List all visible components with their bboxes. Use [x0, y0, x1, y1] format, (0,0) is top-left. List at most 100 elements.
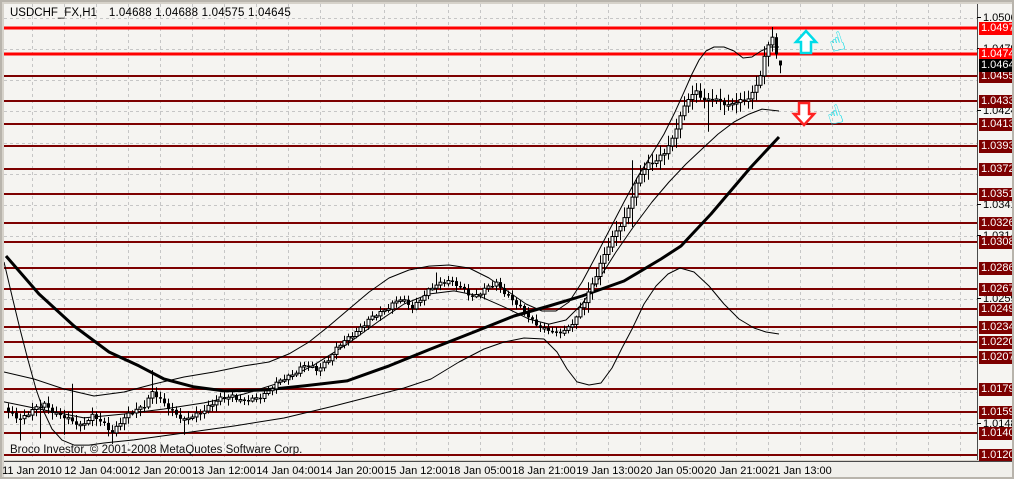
- candle: [478, 292, 483, 299]
- candle: [499, 277, 502, 293]
- candle: [426, 287, 431, 300]
- candle: [507, 290, 510, 298]
- candle: [711, 89, 714, 107]
- time-axis-label: 20 Jan 05:00: [640, 465, 704, 477]
- chart-area[interactable]: ☝ ☝ USDCHF_FX,H1 1.04688 1.04688 1.04575 1…: [4, 4, 977, 460]
- candle: [642, 162, 647, 183]
- candle: [235, 393, 238, 403]
- candle: [226, 394, 231, 406]
- candle: [282, 374, 287, 383]
- candle: [578, 302, 583, 319]
- time-axis-label: 18 Jan 05:00: [448, 465, 512, 477]
- candle: [346, 333, 351, 346]
- price-level-label: 1.04550: [979, 70, 1012, 83]
- time-axis-label: 14 Jan 20:00: [320, 465, 384, 477]
- candle: [523, 304, 526, 316]
- down-arrow-icon[interactable]: [791, 101, 817, 127]
- candle: [175, 406, 178, 418]
- candle: [134, 402, 139, 418]
- ohlc-values: 1.04688 1.04688 1.04575 1.04645: [108, 7, 291, 19]
- candle: [86, 418, 91, 426]
- candle: [699, 83, 702, 101]
- candle: [322, 359, 327, 372]
- candle: [594, 267, 599, 288]
- candle: [539, 322, 542, 332]
- candle: [779, 60, 782, 74]
- candle: [362, 321, 367, 333]
- candle: [714, 94, 719, 104]
- price-axis-tick-label: 1.03415: [977, 199, 1012, 211]
- candle: [719, 88, 722, 111]
- candle: [482, 283, 487, 300]
- candle: [19, 413, 22, 441]
- candle: [559, 328, 562, 339]
- price-level-label: 1.03089: [979, 236, 1012, 249]
- price-level-label: 1.03260: [979, 217, 1012, 230]
- price-level-label: 1.01791: [979, 383, 1012, 396]
- candle: [15, 407, 18, 423]
- price-axis[interactable]: 1.050651.047901.042401.034151.031401.025…: [977, 4, 1012, 462]
- candle: [122, 413, 127, 431]
- slow-ma-line: [4, 135, 781, 393]
- chart-title: USDCHF_FX,H1 1.04688 1.04688 1.04575 1.04…: [10, 7, 291, 19]
- candle: [22, 409, 27, 425]
- candle: [274, 377, 279, 394]
- price-axis-tick-label: 1.02590: [977, 293, 1012, 305]
- candle: [503, 283, 506, 297]
- candle: [638, 165, 643, 187]
- candle: [223, 390, 226, 403]
- candle: [30, 402, 35, 421]
- candle: [574, 315, 579, 329]
- candle: [163, 393, 166, 407]
- candle: [770, 27, 775, 52]
- candle: [42, 401, 47, 410]
- candle: [75, 415, 78, 430]
- candle: [531, 315, 534, 324]
- candle: [378, 306, 383, 321]
- candle: [290, 370, 295, 380]
- thumb-up-icon[interactable]: ☝: [823, 99, 847, 132]
- candle: [302, 361, 307, 373]
- candle: [34, 404, 39, 417]
- candle: [434, 272, 439, 293]
- candle: [202, 405, 207, 419]
- candle: [766, 41, 771, 67]
- candle: [547, 323, 550, 335]
- candle: [190, 414, 195, 421]
- candle: [443, 279, 446, 287]
- candle: [7, 403, 10, 419]
- candle: [82, 417, 87, 430]
- time-axis-label: 14 Jan 04:00: [256, 465, 320, 477]
- candle: [342, 335, 347, 349]
- candle: [606, 237, 611, 261]
- price-axis-tick-label: 1.04240: [977, 105, 1012, 117]
- candle: [270, 386, 275, 396]
- candle: [634, 177, 639, 206]
- candle: [150, 370, 155, 404]
- candle: [370, 311, 375, 321]
- candle: [666, 135, 671, 160]
- candle: [298, 362, 303, 377]
- candle: [186, 411, 191, 425]
- candle: [402, 295, 407, 304]
- candle: [95, 411, 98, 426]
- candle: [155, 387, 158, 404]
- candle: [199, 409, 202, 421]
- candle: [214, 395, 219, 412]
- candle: [494, 278, 499, 291]
- band-upper-line: [4, 46, 779, 397]
- up-arrow-icon[interactable]: [793, 29, 819, 55]
- candle: [103, 417, 106, 426]
- candle: [455, 277, 458, 291]
- candle: [430, 283, 435, 291]
- candle: [418, 297, 423, 307]
- candle: [167, 398, 170, 416]
- candle: [386, 304, 391, 313]
- candle: [754, 76, 759, 101]
- time-axis-label: 12 Jan 04:00: [64, 465, 128, 477]
- time-axis[interactable]: 11 Jan 2010 12 Jan 04:00 12 Jan 20:00 13 Ja…: [2, 461, 1012, 477]
- time-axis-label: 13 Jan 12:00: [192, 465, 256, 477]
- candle: [622, 207, 627, 232]
- price-level-label: 1.03729: [979, 163, 1012, 176]
- candle: [535, 314, 538, 327]
